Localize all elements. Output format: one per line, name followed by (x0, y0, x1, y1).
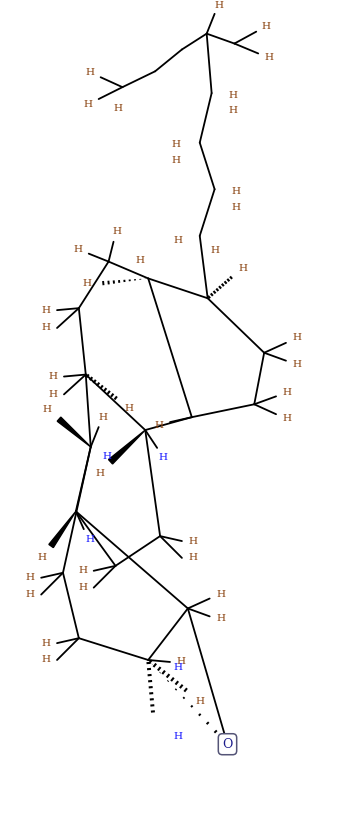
Text: H: H (98, 413, 107, 422)
Text: H: H (42, 639, 51, 648)
Text: H: H (125, 404, 134, 413)
Text: H: H (158, 454, 168, 463)
Text: H: H (210, 246, 219, 255)
Text: H: H (264, 53, 274, 62)
Text: H: H (136, 256, 145, 265)
Text: H: H (78, 583, 87, 592)
Text: H: H (282, 388, 292, 397)
Text: H: H (188, 554, 197, 563)
Text: H: H (216, 590, 225, 599)
Text: H: H (26, 573, 35, 582)
Text: H: H (78, 567, 87, 576)
Text: H: H (42, 324, 51, 333)
Text: H: H (229, 107, 238, 115)
Text: H: H (38, 554, 47, 563)
Text: O: O (222, 737, 233, 750)
Text: H: H (239, 264, 248, 273)
Text: H: H (83, 101, 92, 110)
Text: H: H (174, 732, 182, 741)
Text: H: H (73, 246, 82, 254)
Text: H: H (195, 697, 204, 706)
Text: H: H (229, 90, 238, 99)
Text: H: H (292, 360, 301, 369)
Text: H: H (174, 237, 182, 246)
Text: H: H (232, 187, 241, 196)
Polygon shape (108, 430, 145, 464)
Text: H: H (85, 535, 94, 544)
Polygon shape (49, 511, 76, 548)
Text: H: H (174, 663, 182, 672)
Text: H: H (113, 104, 122, 114)
Text: H: H (49, 390, 58, 399)
Text: H: H (42, 306, 51, 315)
Text: H: H (262, 22, 271, 31)
Polygon shape (57, 417, 91, 447)
Text: H: H (85, 67, 94, 76)
Text: H: H (112, 228, 121, 237)
Text: H: H (292, 333, 301, 342)
Text: H: H (42, 655, 51, 664)
Text: H: H (102, 452, 111, 461)
Text: H: H (82, 279, 91, 288)
Text: H: H (95, 469, 104, 478)
Text: H: H (188, 537, 197, 546)
Text: H: H (172, 140, 180, 149)
Text: H: H (282, 414, 292, 423)
Text: H: H (216, 614, 225, 623)
Text: H: H (43, 405, 52, 414)
Text: H: H (172, 156, 180, 165)
Text: H: H (176, 658, 186, 667)
Text: H: H (214, 2, 223, 11)
Text: H: H (232, 202, 241, 211)
Text: H: H (26, 590, 35, 599)
Text: H: H (155, 420, 164, 429)
Text: H: H (49, 372, 58, 381)
